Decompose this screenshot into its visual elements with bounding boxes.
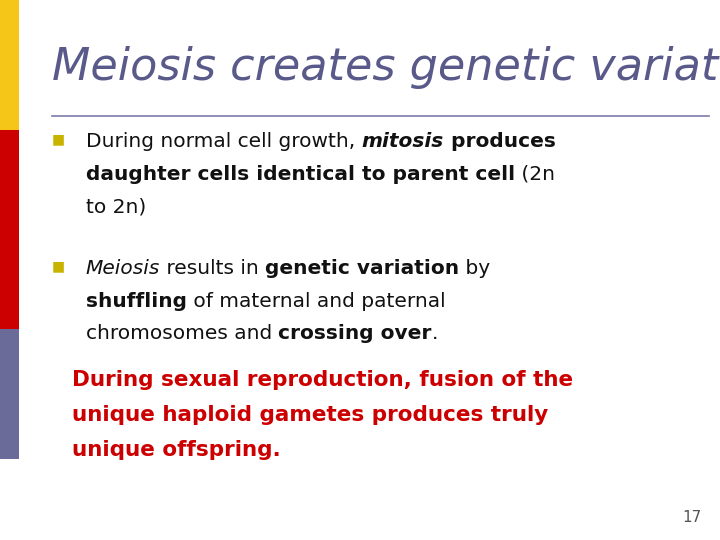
Text: to 2n): to 2n) xyxy=(86,197,146,216)
Text: During normal cell growth,: During normal cell growth, xyxy=(86,132,361,151)
Text: 17: 17 xyxy=(683,510,702,525)
Text: genetic variation: genetic variation xyxy=(265,259,459,278)
Bar xyxy=(0,329,19,459)
Text: unique haploid gametes produces truly: unique haploid gametes produces truly xyxy=(72,405,548,425)
Text: by: by xyxy=(459,259,490,278)
Text: Meiosis: Meiosis xyxy=(86,259,160,278)
Text: (2n: (2n xyxy=(515,165,555,184)
Bar xyxy=(0,130,19,329)
Text: daughter cells identical to parent cell: daughter cells identical to parent cell xyxy=(86,165,515,184)
Text: During sexual reproduction, fusion of the: During sexual reproduction, fusion of th… xyxy=(72,370,573,390)
Text: unique offspring.: unique offspring. xyxy=(72,440,281,460)
Text: ■: ■ xyxy=(52,259,65,273)
Text: shuffling: shuffling xyxy=(86,292,186,310)
Text: .: . xyxy=(432,324,438,343)
Text: produces: produces xyxy=(444,132,555,151)
Text: results in: results in xyxy=(160,259,265,278)
Text: of maternal and paternal: of maternal and paternal xyxy=(186,292,445,310)
Text: Meiosis creates genetic variation: Meiosis creates genetic variation xyxy=(52,46,720,89)
Bar xyxy=(0,0,19,130)
Text: chromosomes and: chromosomes and xyxy=(86,324,279,343)
Text: ■: ■ xyxy=(52,132,65,146)
Text: crossing over: crossing over xyxy=(279,324,432,343)
Text: mitosis: mitosis xyxy=(361,132,444,151)
